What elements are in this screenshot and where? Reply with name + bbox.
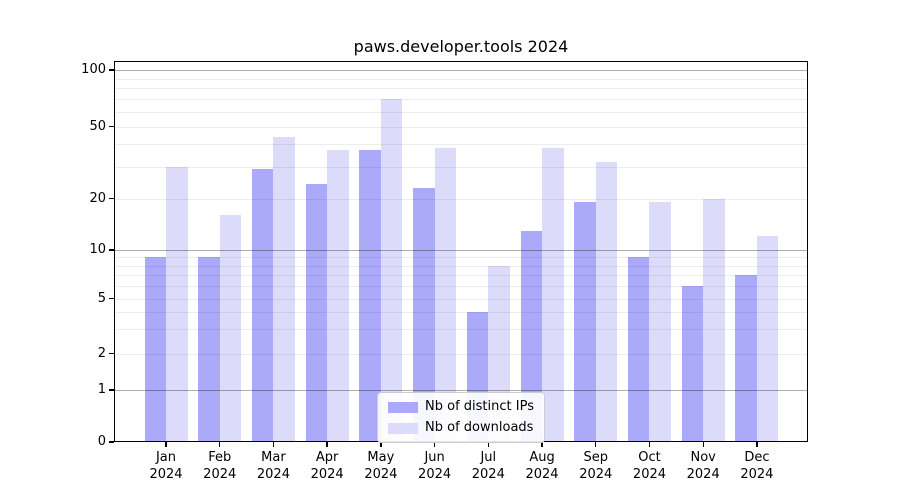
chart-title: paws.developer.tools 2024 bbox=[353, 37, 569, 56]
y-tick-label-100: 100 bbox=[81, 62, 106, 77]
x-tick-label-may: May 2024 bbox=[364, 450, 398, 482]
x-tick-label-sep: Sep 2024 bbox=[579, 450, 613, 482]
x-tick-mark bbox=[756, 442, 758, 447]
x-tick-label-jan: Jan 2024 bbox=[149, 450, 183, 482]
x-tick-mark bbox=[219, 442, 221, 447]
y-tick-label-0: 0 bbox=[97, 434, 106, 449]
legend-swatch-downloads bbox=[388, 422, 419, 434]
x-tick-label-feb: Feb 2024 bbox=[203, 450, 237, 482]
x-tick-label-jun: Jun 2024 bbox=[418, 450, 452, 482]
y-tick-label-50: 50 bbox=[89, 118, 106, 134]
legend-label-distinct-ips: Nb of distinct IPs bbox=[425, 399, 534, 414]
legend-swatch-distinct-ips bbox=[388, 401, 419, 413]
x-tick-label-jul: Jul 2024 bbox=[471, 450, 505, 482]
x-tick-label-oct: Oct 2024 bbox=[632, 450, 667, 482]
x-tick-label-dec: Dec 2024 bbox=[740, 450, 774, 482]
x-tick-mark bbox=[595, 442, 597, 447]
plot-area bbox=[114, 61, 808, 442]
y-tick-label-20: 20 bbox=[89, 190, 106, 206]
x-tick-mark bbox=[702, 442, 704, 447]
y-tick-label-2: 2 bbox=[97, 345, 106, 361]
x-tick-label-mar: Mar 2024 bbox=[256, 450, 290, 482]
x-tick-mark bbox=[272, 442, 275, 447]
y-tick-label-5: 5 bbox=[97, 290, 106, 306]
x-tick-label-nov: Nov 2024 bbox=[686, 450, 720, 482]
x-tick-label-apr: Apr 2024 bbox=[310, 450, 344, 482]
x-tick-mark bbox=[326, 442, 328, 447]
legend-row-downloads: Nb of downloads bbox=[388, 420, 534, 436]
legend-row-distinct-ips: Nb of distinct IPs bbox=[388, 399, 534, 415]
y-tick-label-10: 10 bbox=[89, 242, 106, 257]
x-tick-mark bbox=[648, 442, 651, 447]
legend-label-downloads: Nb of downloads bbox=[425, 420, 534, 435]
y-tick-label-1: 1 bbox=[97, 382, 106, 397]
x-tick-mark bbox=[165, 442, 167, 447]
legend: Nb of distinct IPs Nb of downloads bbox=[377, 392, 545, 443]
x-tick-label-aug: Aug 2024 bbox=[525, 450, 559, 482]
